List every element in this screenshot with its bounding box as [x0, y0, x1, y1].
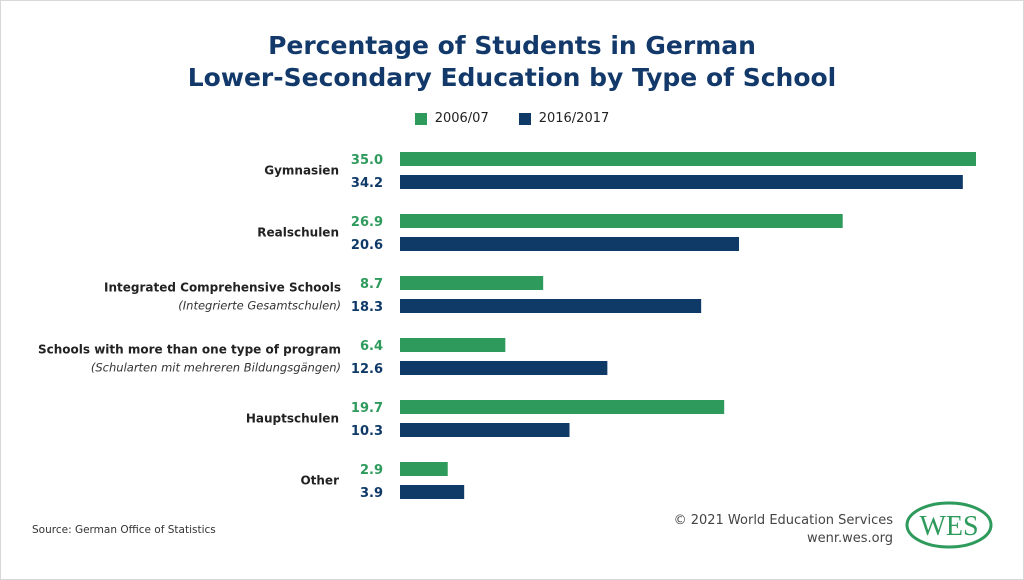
title-line-1: Percentage of Students in German — [268, 31, 756, 60]
legend: 2006/07 2016/2017 — [0, 111, 1024, 126]
data-label: 10.3 — [351, 424, 383, 439]
logo-text: WES — [919, 511, 978, 542]
bar-2016 — [400, 175, 963, 189]
title-line-2: Lower-Secondary Education by Type of Sch… — [187, 63, 837, 92]
legend-swatch — [414, 112, 427, 125]
data-label: 18.3 — [351, 300, 383, 315]
category-sublabel: (Schularten mit mehreren Bildungsgängen) — [91, 361, 341, 375]
data-label: 6.4 — [360, 339, 383, 354]
bar-2006 — [400, 400, 725, 414]
copyright: © 2021 World Education Services — [673, 513, 893, 528]
bar-2006 — [400, 214, 843, 228]
data-label: 20.6 — [351, 238, 383, 253]
legend-label: 2006/07 — [434, 111, 489, 126]
legend-item-2016: 2016/2017 — [518, 111, 610, 126]
category-label: Hauptschulen — [246, 412, 339, 426]
bar-2016 — [400, 423, 570, 437]
bar-2016 — [400, 361, 608, 375]
data-label: 3.9 — [360, 486, 383, 501]
copyright-block: © 2021 World Education Services wenr.wes… — [674, 512, 893, 548]
wes-logo: WES — [905, 501, 993, 549]
bar-2016 — [400, 237, 740, 251]
bar-2016 — [400, 485, 465, 499]
data-label: 19.7 — [351, 401, 383, 416]
category-label: Realschulen — [257, 226, 339, 240]
data-label: 12.6 — [351, 362, 383, 377]
data-label: 34.2 — [351, 176, 383, 191]
data-label: 8.7 — [360, 277, 383, 292]
data-label: 2.9 — [360, 463, 383, 478]
legend-label: 2016/2017 — [538, 111, 610, 126]
legend-item-2006: 2006/07 — [414, 111, 489, 126]
bar-2006 — [400, 462, 448, 476]
chart-title: Percentage of Students in German Lower-S… — [0, 30, 1024, 94]
category-label: Gymnasien — [264, 164, 339, 178]
bar-2016 — [400, 299, 702, 313]
category-label: Integrated Comprehensive Schools — [104, 281, 341, 295]
bar-2006 — [400, 276, 544, 290]
source-note: Source: German Office of Statistics — [32, 524, 216, 536]
data-label: 26.9 — [351, 215, 383, 230]
data-label: 35.0 — [351, 153, 383, 168]
bar-2006 — [400, 338, 506, 352]
bar-2006 — [400, 152, 976, 166]
category-label: Schools with more than one type of progr… — [38, 343, 341, 357]
category-label: Other — [300, 474, 339, 488]
legend-swatch — [518, 112, 531, 125]
category-sublabel: (Integrierte Gesamtschulen) — [178, 299, 341, 313]
site-url: wenr.wes.org — [806, 531, 893, 546]
